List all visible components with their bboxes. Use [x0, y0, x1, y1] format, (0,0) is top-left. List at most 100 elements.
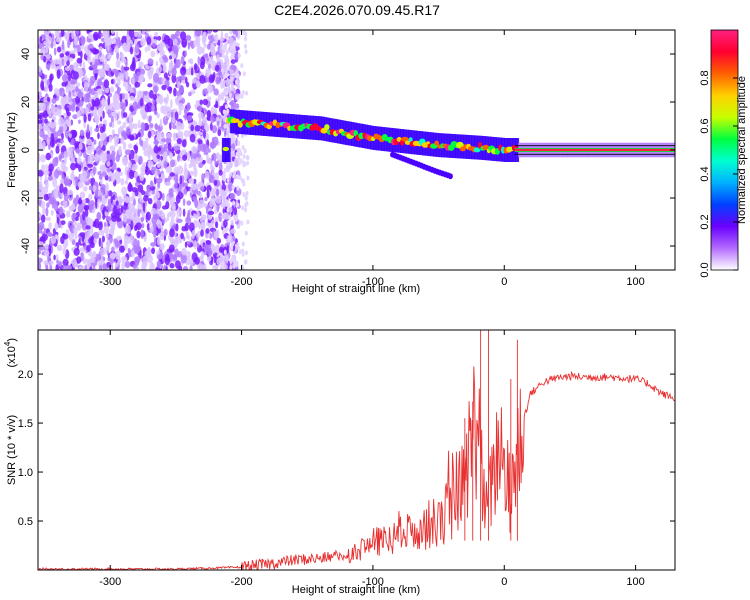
noise-dot: [234, 216, 238, 222]
noise-dot: [143, 195, 149, 202]
noise-dot: [200, 250, 205, 260]
noise-dot: [107, 190, 113, 197]
noise-dot: [101, 235, 105, 243]
colorbar: 0.0 0.2 0.4 0.6 0.8 Normalized spectral ampl…: [699, 29, 748, 278]
y-tick-label: -20: [20, 190, 32, 206]
noise-dot: [48, 83, 53, 92]
noise-dot: [185, 76, 188, 84]
noise-dot: [211, 136, 215, 145]
noise-dot: [153, 145, 159, 154]
noise-dot: [103, 79, 110, 89]
spectrogram-y-axis-label: Frequency (Hz): [6, 112, 18, 188]
noise-dot: [38, 169, 44, 177]
noise-dot: [174, 111, 179, 121]
noise-dot: [38, 153, 41, 163]
colorbar-tick-label: 0.2: [699, 214, 711, 229]
noise-dot: [121, 186, 128, 196]
noise-dot: [216, 188, 219, 197]
noise-dot: [56, 244, 63, 252]
signal-core: [222, 146, 230, 152]
noise-dot: [85, 49, 92, 57]
noise-dot: [149, 262, 155, 270]
noise-dot: [133, 144, 138, 151]
noise-dot: [90, 254, 96, 263]
noise-dot: [92, 166, 96, 176]
noise-dot: [202, 129, 206, 139]
noise-dot: [155, 60, 159, 67]
noise-dot: [154, 170, 158, 179]
noise-dot: [222, 79, 226, 89]
noise-dot: [128, 181, 132, 191]
noise-dot: [138, 94, 142, 100]
noise-dot: [171, 67, 177, 76]
noise-dot: [167, 142, 172, 152]
noise-dot: [165, 265, 168, 270]
noise-dot: [162, 105, 169, 115]
noise-dot: [168, 211, 173, 217]
noise-dot: [211, 243, 215, 252]
noise-dot: [122, 112, 128, 118]
noise-dot: [62, 199, 68, 209]
noise-dot: [147, 83, 153, 88]
noise-dot: [49, 196, 56, 205]
noise-dot: [233, 157, 239, 168]
noise-dot: [105, 204, 112, 211]
noise-dot: [87, 155, 94, 165]
noise-dot: [84, 197, 90, 204]
noise-dot: [211, 219, 215, 224]
noise-dot: [222, 109, 226, 115]
noise-dot: [246, 175, 250, 181]
noise-dot: [61, 58, 65, 66]
noise-dot: [245, 201, 249, 206]
noise-dot: [75, 82, 81, 87]
noise-dot: [142, 106, 146, 112]
noise-dot: [45, 35, 53, 43]
noise-dot: [62, 165, 68, 172]
noise-dot: [104, 221, 107, 227]
noise-dot: [181, 38, 188, 48]
noise-dot: [153, 237, 157, 245]
noise-dot: [157, 236, 161, 246]
noise-dot: [235, 151, 239, 157]
noise-dot: [218, 246, 224, 253]
noise-dot: [147, 70, 154, 76]
noise-dot: [77, 180, 84, 189]
y-tick-label: 20: [20, 96, 32, 108]
noise-dot: [242, 30, 246, 36]
noise-dot: [180, 31, 187, 41]
noise-dot: [229, 30, 233, 35]
noise-dot: [87, 113, 92, 122]
noise-dot: [174, 145, 181, 150]
noise-dot: [134, 189, 139, 197]
noise-dot: [230, 134, 233, 140]
noise-dot: [141, 223, 145, 229]
noise-dot: [110, 79, 114, 85]
noise-dot: [156, 99, 159, 104]
noise-dot: [188, 178, 195, 184]
noise-dot: [209, 122, 213, 131]
noise-dot: [119, 93, 123, 102]
noise-dot: [116, 120, 122, 125]
noise-dot: [76, 157, 82, 164]
noise-dot: [176, 165, 184, 175]
noise-dot: [159, 243, 165, 251]
noise-dot: [232, 263, 236, 269]
noise-dot: [99, 133, 106, 141]
noise-dot: [170, 159, 175, 168]
noise-dot: [193, 183, 200, 190]
noise-dot: [114, 170, 120, 180]
noise-dot: [229, 101, 234, 106]
y-tick-label: -40: [20, 238, 32, 254]
signal-steady-core: [514, 149, 675, 151]
noise-dot: [56, 30, 60, 39]
noise-dot: [183, 267, 188, 270]
noise-dot: [87, 259, 92, 268]
noise-dot: [128, 143, 133, 149]
snr-line: [38, 366, 675, 570]
noise-dot: [178, 85, 184, 94]
noise-dot: [44, 181, 49, 190]
noise-dot: [76, 110, 81, 118]
noise-dot: [230, 59, 236, 64]
noise-dot: [143, 149, 149, 157]
